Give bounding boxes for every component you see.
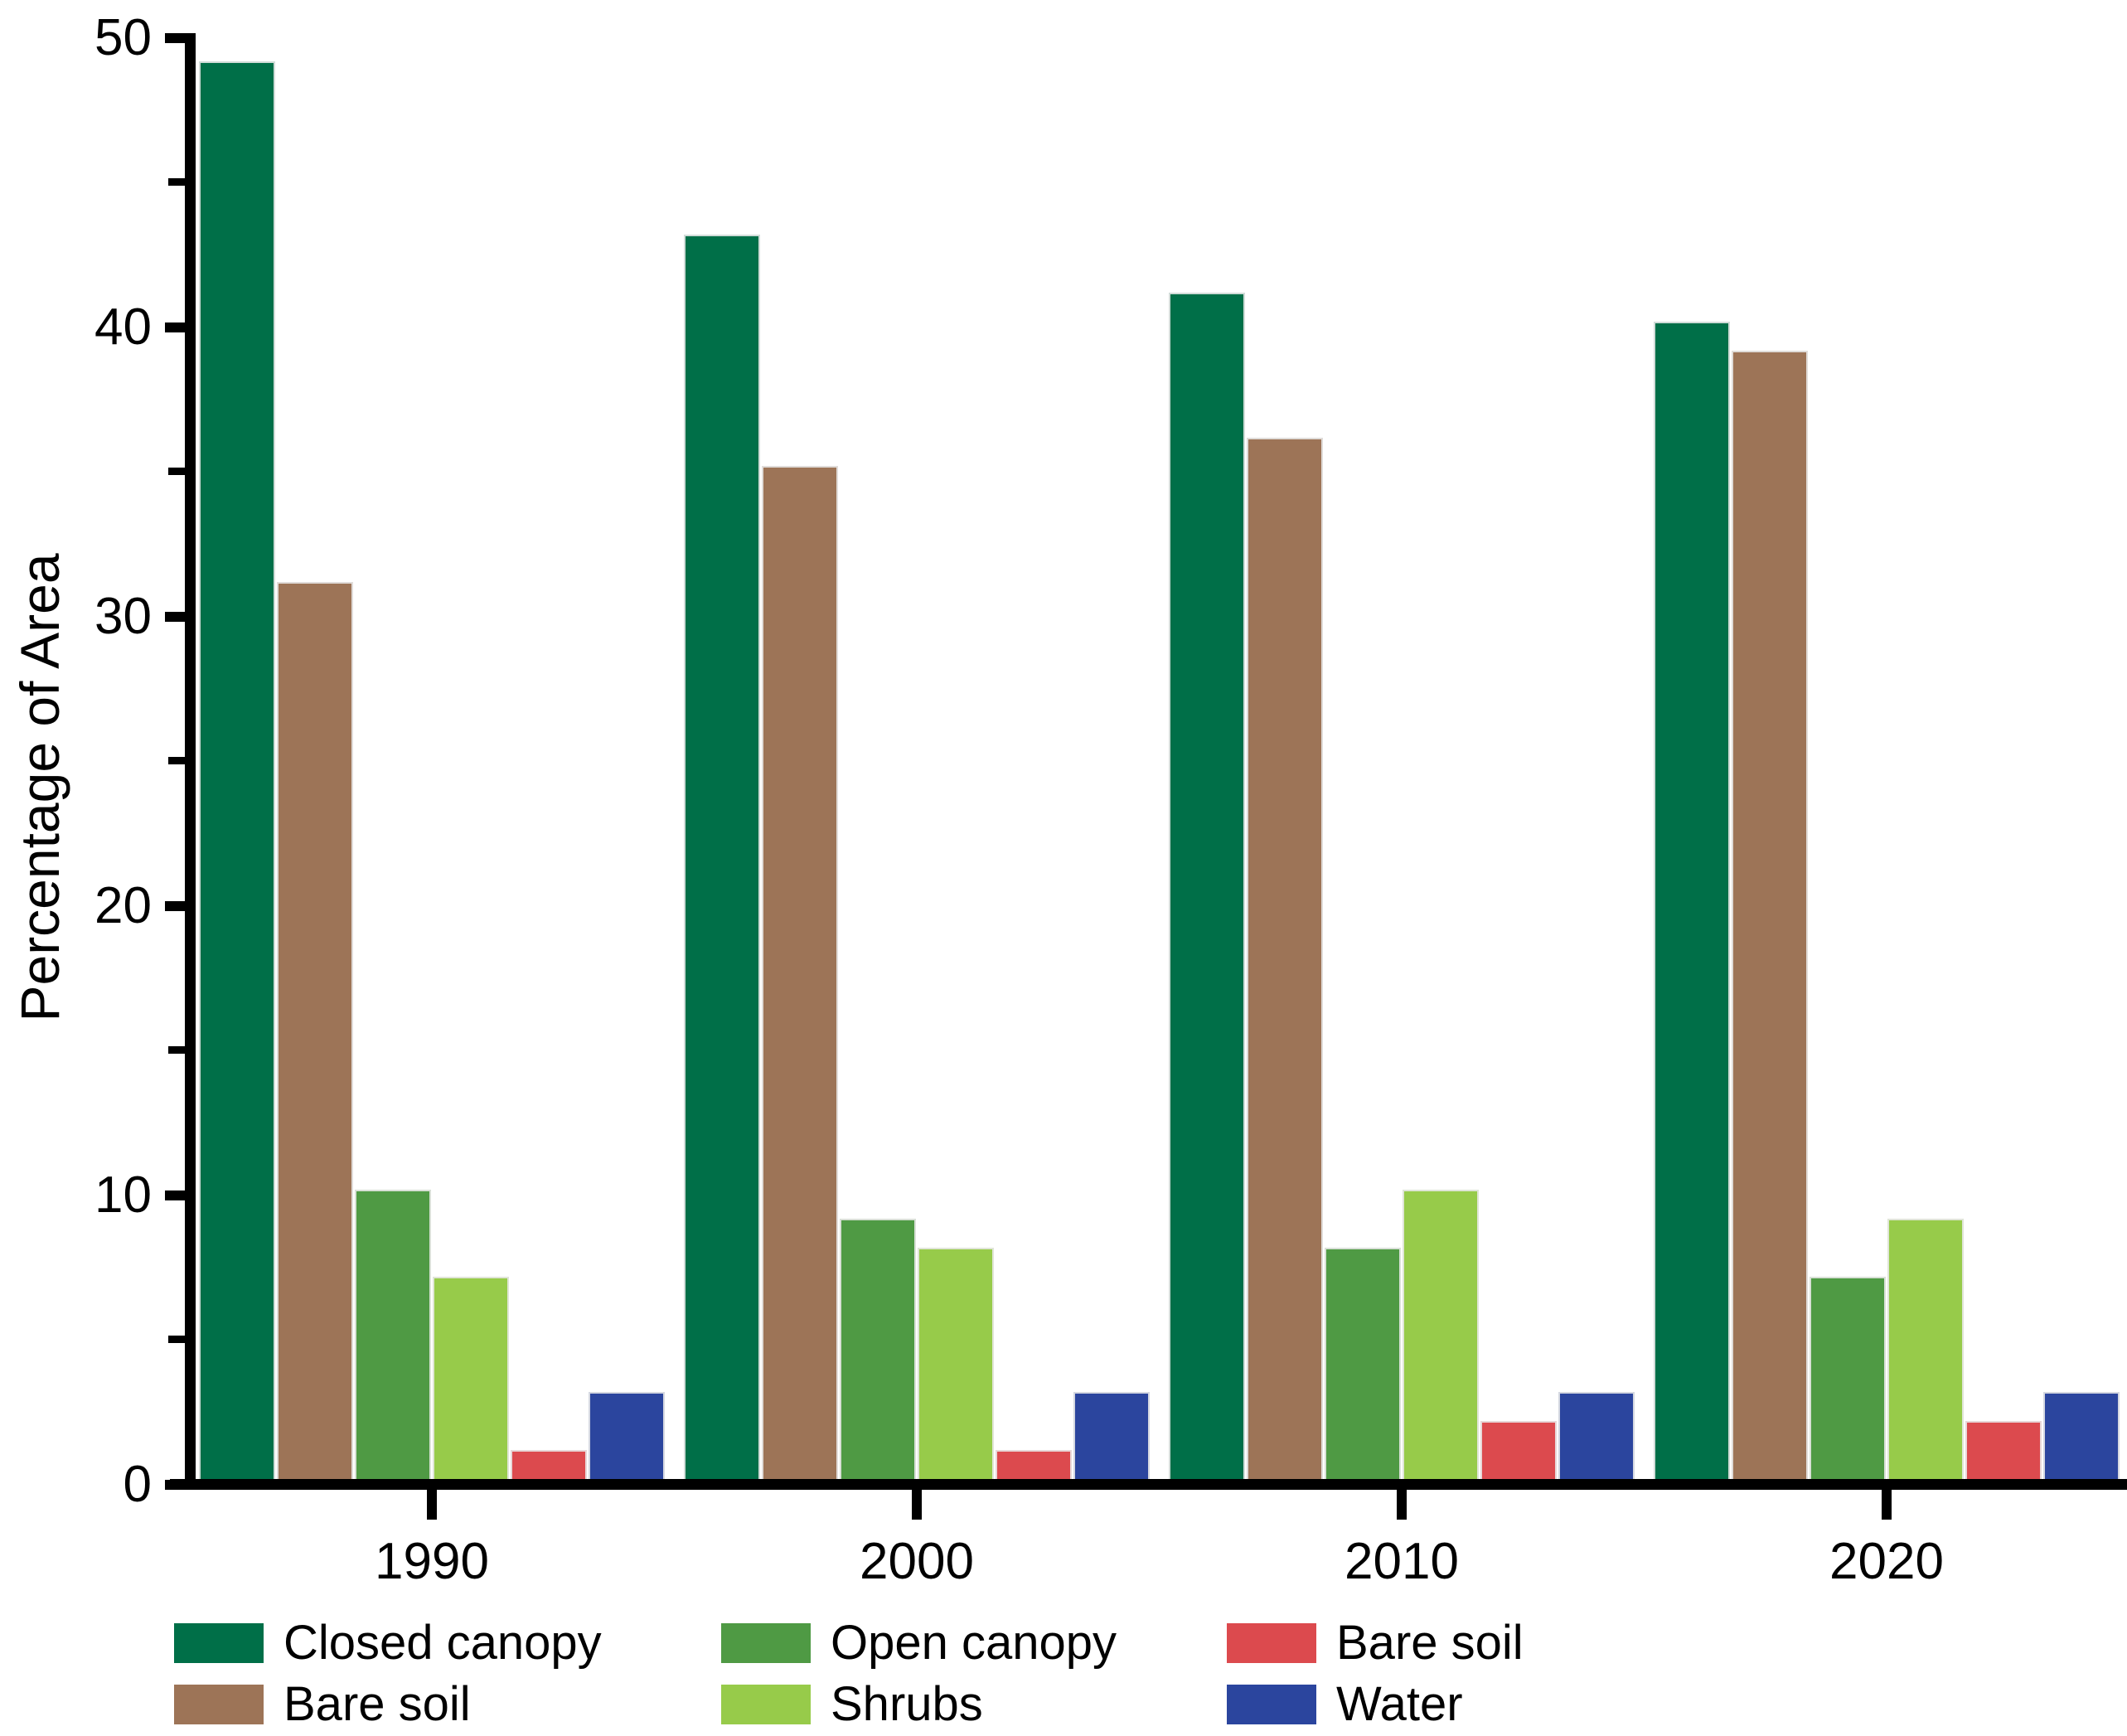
x-tick [912,1490,922,1520]
y-tick-label: 40 [94,298,152,356]
legend-label: Bare soil [1336,1616,1524,1670]
bar [355,1190,431,1479]
y-tick-label: 30 [94,588,152,645]
y-minor-tick [168,1336,185,1343]
bar [1325,1248,1401,1479]
legend-swatch [721,1623,811,1663]
y-tick-label: 10 [94,1166,152,1224]
bar [1965,1421,2042,1479]
bar [511,1450,587,1479]
x-tick-label: 1990 [375,1533,489,1590]
bar [684,235,760,1479]
bar [199,61,275,1479]
legend-label: Open canopy [831,1616,1117,1670]
x-tick-label: 2010 [1345,1533,1459,1590]
bar [918,1248,994,1479]
y-minor-tick [168,178,185,186]
bar [1480,1421,1557,1479]
legend-swatch [1227,1623,1316,1663]
bar [1732,351,1808,1479]
bar [589,1392,665,1479]
x-axis-line [170,1479,2127,1490]
y-minor-tick [168,1046,185,1054]
x-tick [427,1490,437,1520]
y-tick-label: 20 [94,877,152,934]
bar [1403,1190,1479,1479]
legend-label: Bare soil [283,1677,471,1731]
bar [1169,293,1245,1479]
bar [2043,1392,2120,1479]
y-minor-tick [168,468,185,475]
bar [1073,1392,1150,1479]
y-minor-tick [168,757,185,764]
bar [996,1450,1072,1479]
y-major-tick [165,612,185,622]
y-tick-label: 50 [94,9,152,66]
bar [1810,1277,1886,1479]
legend-label: Closed canopy [283,1616,602,1670]
bar [277,582,353,1479]
y-major-tick [165,901,185,911]
legend-swatch [721,1685,811,1724]
legend-swatch [1227,1685,1316,1724]
bar [1247,438,1323,1479]
bar [433,1277,509,1479]
bar [840,1219,916,1479]
bar [1558,1392,1635,1479]
x-tick [1397,1490,1407,1520]
legend-swatch [174,1685,264,1724]
bar [1887,1219,1964,1479]
bar [1654,322,1730,1479]
legend-label: Water [1336,1677,1463,1731]
y-major-tick [165,322,185,332]
y-major-tick [165,33,185,43]
y-major-tick [165,1190,185,1200]
y-major-tick [165,1480,185,1490]
y-axis-line [185,33,196,1490]
x-tick-label: 2020 [1829,1533,1944,1590]
legend-swatch [174,1623,264,1663]
x-tick [1882,1490,1892,1520]
bar [762,466,838,1479]
legend-label: Shrubs [831,1677,983,1731]
x-tick-label: 2000 [860,1533,974,1590]
y-tick-label: 0 [123,1456,152,1513]
